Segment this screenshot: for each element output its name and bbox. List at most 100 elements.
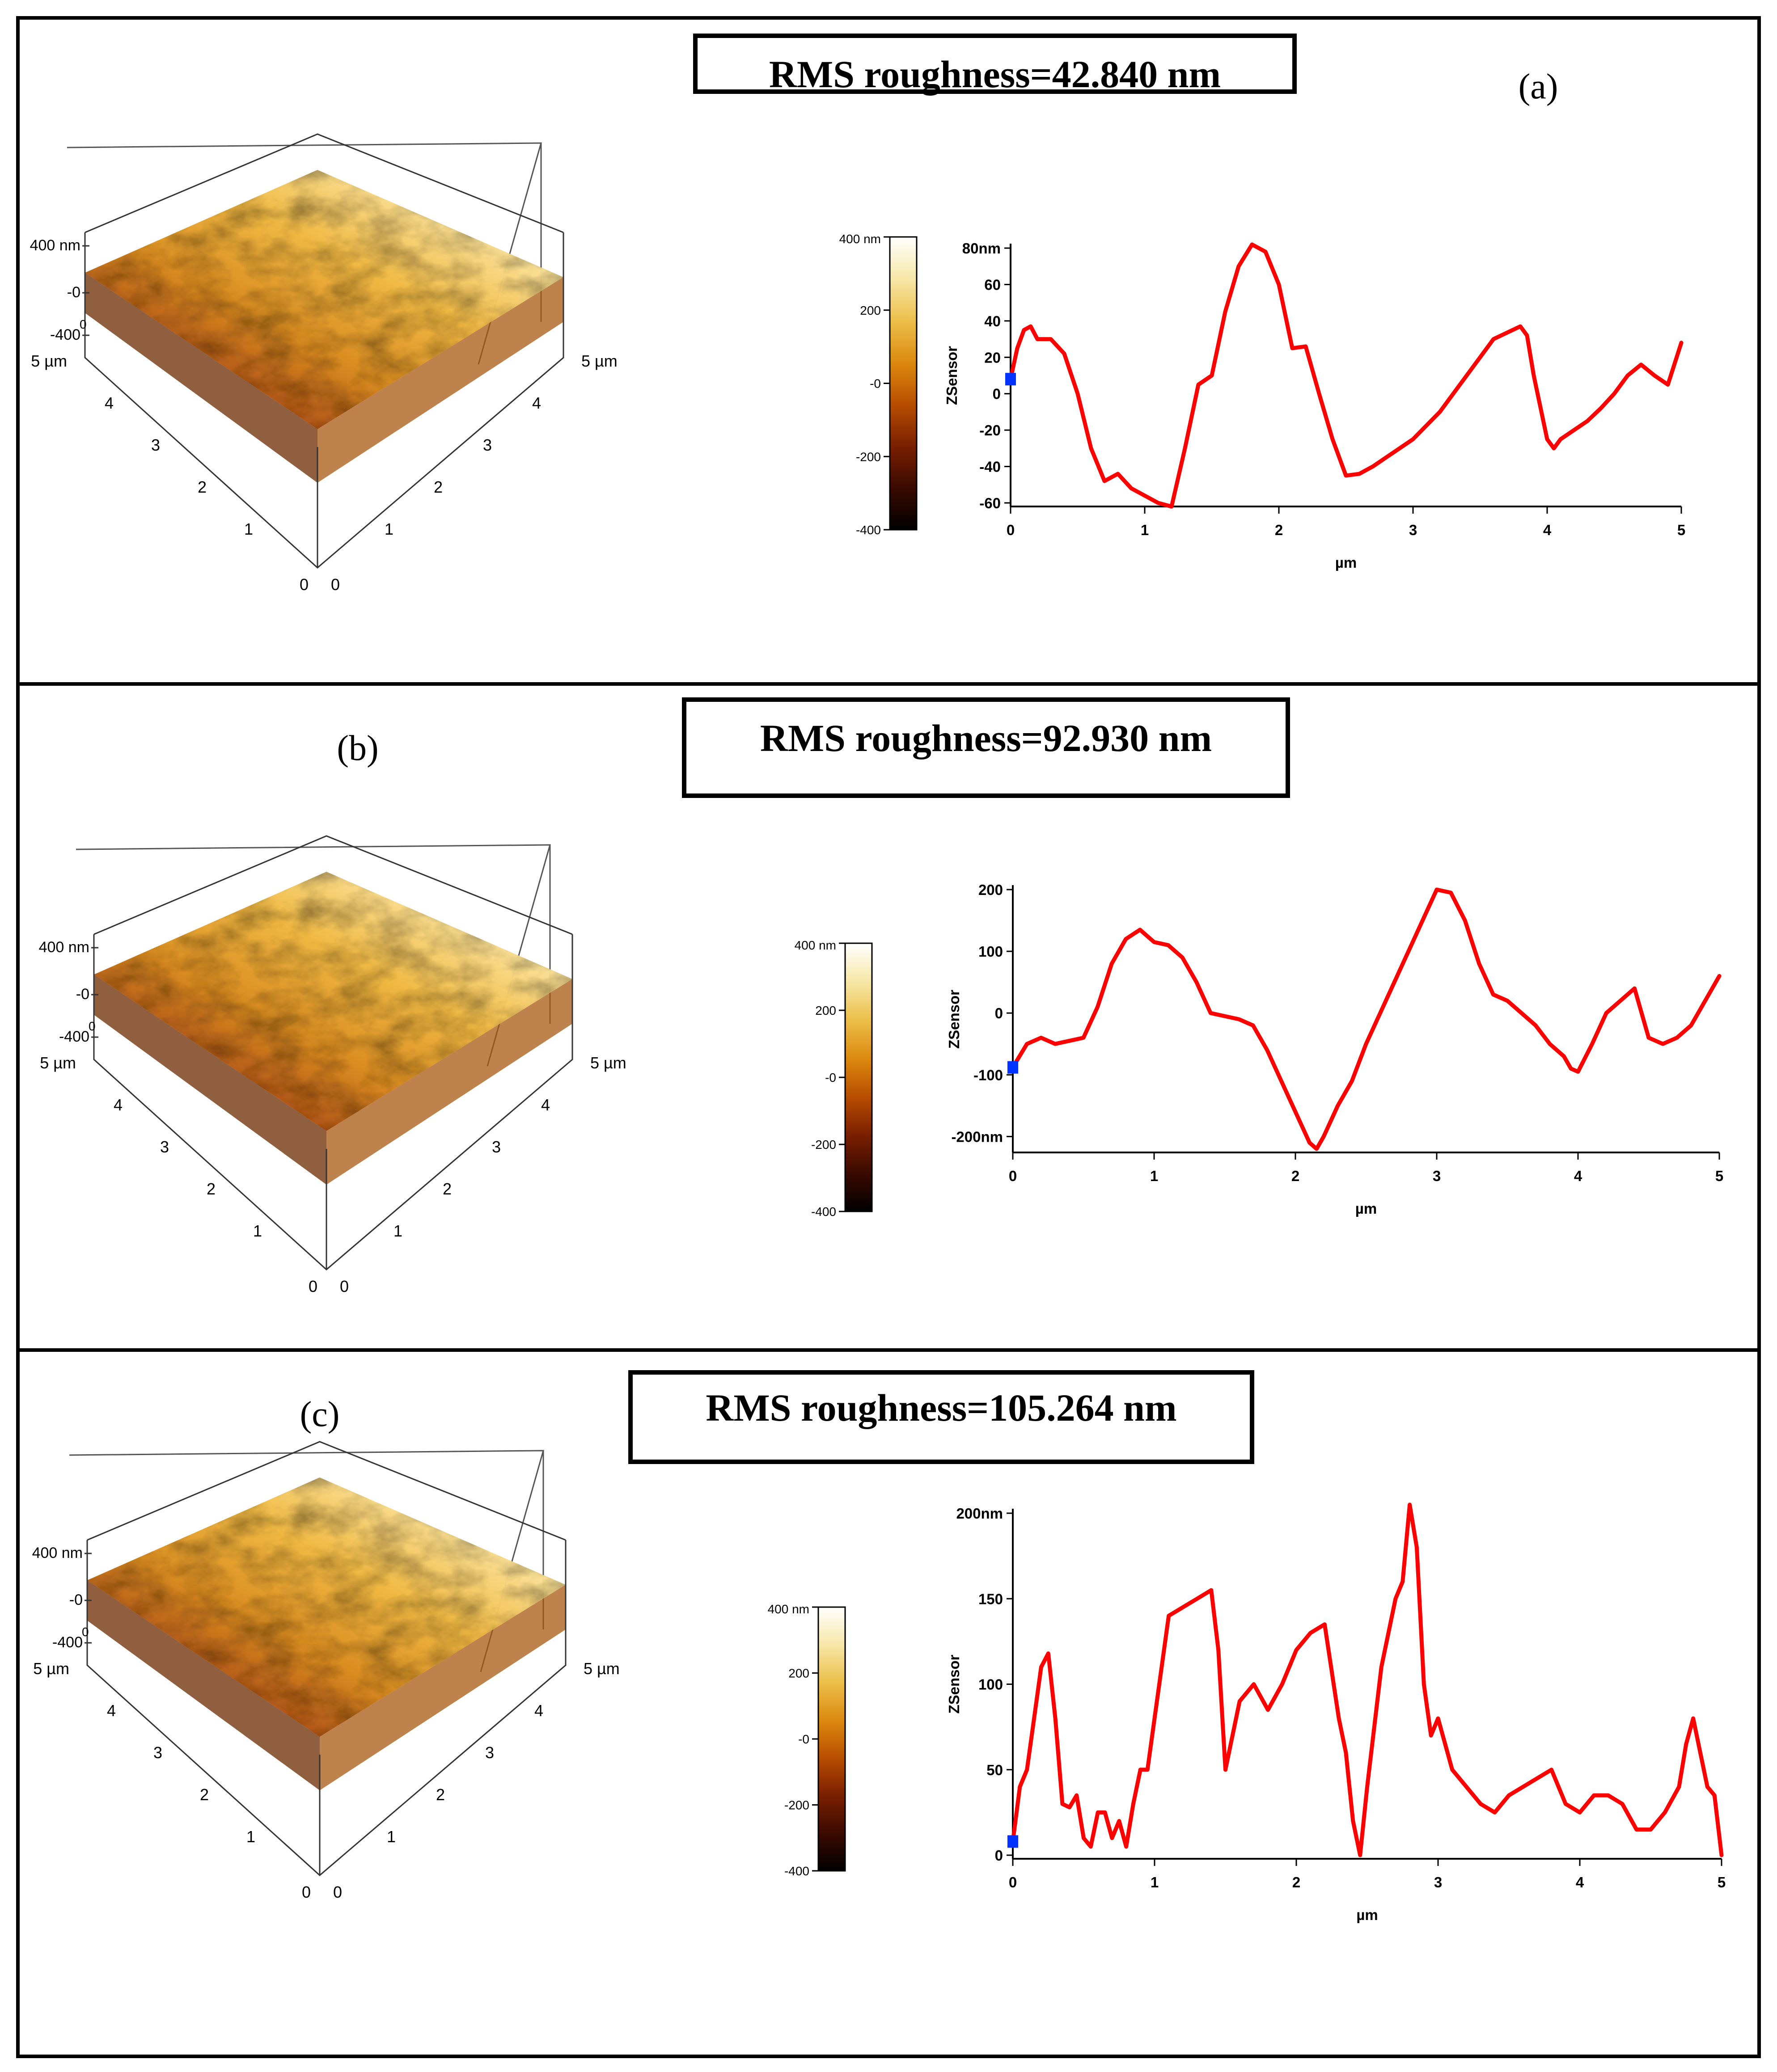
right-axis-label: 0 — [333, 1883, 342, 1901]
x-axis-label: µm — [1335, 554, 1357, 571]
y-tick-label: -200nm — [951, 1128, 1003, 1145]
colorbar-tick-label: -400 — [856, 523, 881, 537]
colorbar-tick-label: 400 nm — [839, 232, 881, 246]
surface-mesh — [85, 170, 563, 429]
rms-roughness-text: RMS roughness=105.264 nm — [706, 1386, 1176, 1429]
right-axis-label: 1 — [387, 1827, 396, 1846]
colorbar: 400 nm 200 -0 -200 -400 — [795, 938, 873, 1219]
colorbar-tick-label: -200 — [811, 1138, 836, 1152]
left-axis-label: 0 — [302, 1883, 311, 1901]
right-axis-label: 2 — [443, 1180, 452, 1198]
x-tick-label: 4 — [1574, 1168, 1582, 1184]
rms-box — [682, 697, 1290, 798]
x-tick-label: 4 — [1576, 1874, 1584, 1891]
y-tick-label: 50 — [986, 1762, 1003, 1778]
left-axis-label: 5 µm — [33, 1659, 69, 1678]
left-axis-label: 2 — [198, 478, 207, 496]
y-tick-label: 0 — [993, 386, 1001, 402]
corner-zero-label: 0 — [89, 1019, 96, 1033]
x-tick-label: 5 — [1677, 522, 1685, 538]
y-axis-label: ZSensor — [944, 346, 960, 405]
right-axis-label: 5 µm — [584, 1659, 620, 1678]
y-axis-label: ZSensor — [946, 1654, 962, 1713]
right-axis-label: 2 — [436, 1785, 445, 1804]
profile-chart: 0 50 100 150 200nm 0 1 2 3 4 5 µm ZSensor — [946, 1502, 1726, 1923]
surface-mesh — [94, 872, 572, 1131]
right-axis-label: 5 µm — [581, 352, 618, 370]
left-axis-label: 1 — [244, 520, 253, 538]
left-axis-label: 3 — [151, 436, 160, 454]
left-axis-label: 3 — [153, 1743, 162, 1762]
rms-roughness-text: RMS roughness=92.930 nm — [760, 717, 1212, 760]
afm-3d-surface: 400 nm -0 -400 5 µm 4 3 2 1 0 0 1 2 3 4 5 µm 0 — [32, 1441, 620, 1901]
right-axis-label: 4 — [534, 1701, 543, 1720]
left-axis-label: 0 — [300, 575, 309, 594]
x-tick-label: 3 — [1434, 1874, 1442, 1891]
x-tick-label: 3 — [1433, 1168, 1441, 1184]
y-tick-label: 100 — [978, 943, 1003, 960]
z-tick-label: 400 nm — [39, 939, 89, 956]
y-tick-label: -100 — [973, 1067, 1003, 1083]
surface-side-right — [320, 1585, 566, 1790]
profile-series-line — [1011, 887, 1722, 1151]
afm-3d-surface: 400 nm -0 -400 5 µm 4 3 2 1 0 0 1 2 3 4 5 µm 0 — [30, 133, 618, 594]
right-axis-label: 4 — [532, 394, 541, 412]
y-tick-label: -20 — [979, 422, 1001, 439]
panel-c: RMS roughness=105.264 nm (c) 400 nm -0 -400 5… — [32, 1370, 1726, 1923]
y-tick-label: 40 — [984, 313, 1001, 329]
x-tick-label: 0 — [1009, 1874, 1017, 1891]
right-axis-label: 1 — [393, 1222, 402, 1240]
colorbar-tick-label: 400 nm — [768, 1602, 809, 1616]
profile-series-line — [1008, 242, 1684, 509]
y-tick-label: 0 — [995, 1847, 1003, 1864]
left-axis-label: 5 µm — [40, 1054, 76, 1072]
colorbar-tick-label: 200 — [860, 304, 881, 317]
colorbar-gradient — [844, 942, 873, 1212]
right-axis-label: 3 — [483, 436, 492, 454]
left-axis-label: 1 — [253, 1222, 262, 1240]
colorbar-tick-label: -200 — [856, 450, 881, 464]
y-axis-label: ZSensor — [946, 990, 962, 1049]
x-tick-label: 1 — [1151, 1874, 1159, 1891]
colorbar-tick-label: -0 — [825, 1071, 836, 1085]
figure-border — [16, 16, 1761, 2058]
left-axis-label: 2 — [207, 1180, 216, 1198]
colorbar-tick-label: -0 — [870, 377, 881, 391]
rms-box — [628, 1370, 1254, 1464]
frame-top-front — [87, 1441, 566, 1541]
y-tick-label: 200 — [978, 882, 1003, 898]
colorbar-gradient — [817, 1606, 846, 1872]
y-tick-label: 200nm — [956, 1505, 1003, 1522]
left-axis-label: 3 — [160, 1138, 169, 1156]
corner-zero-label: 0 — [82, 1625, 89, 1639]
rms-roughness-text: RMS roughness=42.840 nm — [769, 53, 1221, 96]
x-tick-label: 1 — [1150, 1168, 1158, 1184]
panel-label: (b) — [337, 729, 378, 768]
rms-box — [693, 34, 1297, 94]
z-tick-label: 400 nm — [32, 1545, 83, 1561]
x-axis-label: µm — [1356, 1907, 1378, 1923]
right-axis-label: 2 — [434, 478, 443, 496]
right-axis-label: 1 — [385, 520, 393, 538]
x-tick-label: 5 — [1718, 1874, 1726, 1891]
x-tick-label: 2 — [1275, 522, 1283, 538]
colorbar: 400 nm 200 -0 -200 -400 — [768, 1602, 846, 1878]
y-tick-label: -40 — [979, 459, 1001, 475]
z-tick-label: -400 — [50, 326, 80, 343]
x-tick-label: 5 — [1715, 1168, 1723, 1184]
y-tick-label: 20 — [984, 349, 1001, 366]
left-axis-label: 4 — [114, 1096, 123, 1114]
y-tick-label: 150 — [978, 1591, 1003, 1607]
surface-side-right — [326, 979, 572, 1185]
x-axis-label: µm — [1355, 1200, 1377, 1217]
right-axis-label: 4 — [541, 1096, 550, 1114]
surface-side-right — [317, 277, 563, 483]
colorbar-tick-label: -400 — [784, 1864, 809, 1878]
z-tick-label: -0 — [67, 284, 80, 301]
x-tick-label: 0 — [1007, 522, 1015, 538]
colorbar-tick-label: 200 — [788, 1667, 809, 1680]
afm-3d-surface: 400 nm -0 -400 5 µm 4 3 2 1 0 0 1 2 3 4 5 µm 0 — [39, 835, 626, 1296]
panel-a: RMS roughness=42.840 nm (a)400 nm-0-4005 … — [30, 34, 1685, 594]
right-axis-label: 0 — [331, 575, 340, 594]
colorbar-tick-label: -400 — [811, 1205, 836, 1219]
